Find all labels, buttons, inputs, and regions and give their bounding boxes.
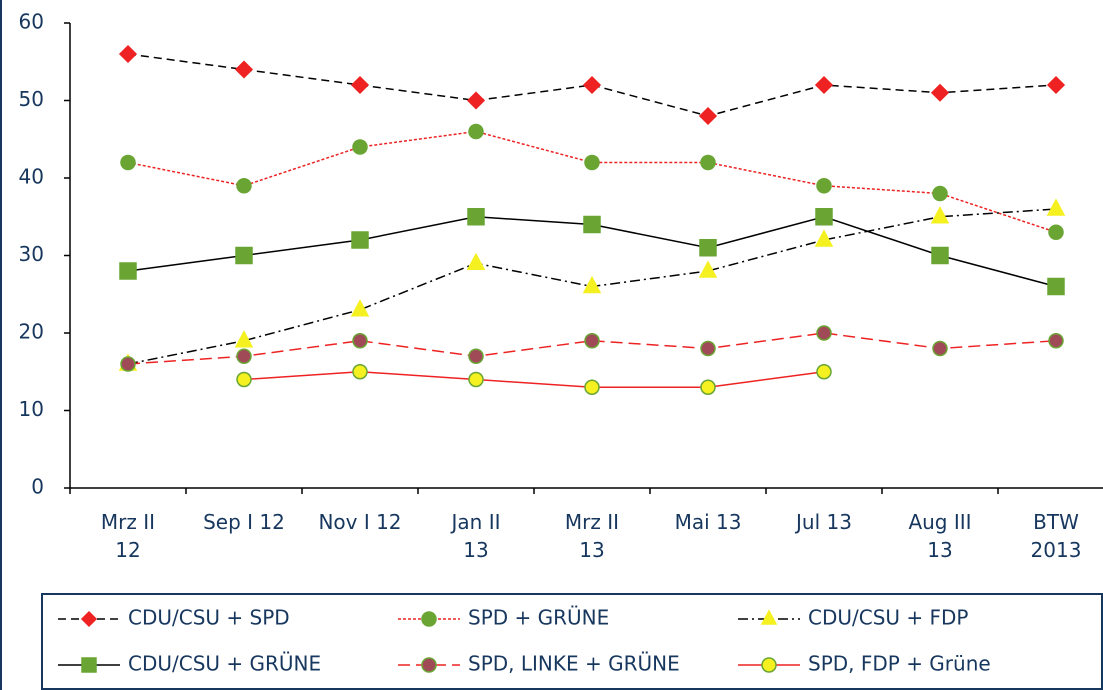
point [468,348,484,364]
point [1046,75,1066,95]
point [584,333,600,349]
point [930,83,950,102]
point [815,208,833,226]
legend-box [41,593,1103,690]
point [234,330,254,348]
y-tick-label: 30 [19,242,44,266]
point [698,106,718,126]
point [816,325,832,341]
legend-label: SPD, FDP + Grüne [808,652,991,676]
point [234,60,254,79]
point [235,246,253,265]
point [120,356,136,372]
point [236,178,252,194]
point [1047,277,1065,296]
legend-label: CDU/CSU + GRÜNE [128,652,321,676]
point [698,260,718,278]
point [468,371,484,388]
x-tick-label: Jul 13 [796,510,852,534]
x-tick-label: BTW 2013 [1030,510,1082,562]
x-tick-label: Aug III 13 [908,510,972,562]
point [120,154,136,171]
point [582,275,602,294]
point [119,262,137,280]
point [583,215,601,234]
y-tick-label: 10 [19,397,44,421]
point [699,239,717,257]
point [816,364,832,380]
legend-marker [760,609,778,625]
y-tick-label: 60 [19,10,44,34]
legend-label: CDU/CSU + SPD [128,606,290,630]
point [466,91,486,110]
y-tick-label: 0 [31,475,44,499]
point [932,340,948,357]
legend-label: CDU/CSU + FDP [808,606,968,630]
point [814,229,834,247]
point [932,185,948,202]
point [236,348,252,364]
point [467,208,485,226]
legend-marker [81,657,97,673]
y-tick-label: 40 [19,165,44,189]
point [352,333,368,349]
point [1048,333,1064,349]
x-tick-label: Sep I 12 [203,510,285,534]
point [700,379,716,395]
legend-label: SPD + GRÜNE [468,606,609,630]
legend-marker [761,657,777,673]
series-line [127,332,1057,365]
legend-marker [80,610,98,628]
point [582,75,602,95]
x-tick-label: Nov I 12 [318,510,402,534]
point [584,379,600,395]
point [351,231,369,249]
point [931,246,949,265]
point [352,139,368,155]
point [700,154,716,171]
legend-label: SPD, LINKE + GRÜNE [468,652,680,676]
point [352,364,368,380]
legend-marker [421,657,437,673]
series-line [243,370,825,388]
point [816,178,832,194]
point [118,44,138,64]
point [584,154,600,171]
point [930,206,950,224]
x-tick-label: Mai 13 [674,510,742,534]
legend-marker [421,611,437,627]
x-tick-label: Mrz II 12 [100,510,156,562]
y-tick-label: 20 [19,320,44,344]
point [236,371,252,388]
x-tick-label: Jan II 13 [451,510,501,562]
point [466,252,486,270]
point [468,123,484,140]
point [1046,198,1066,216]
point [350,75,370,95]
point [814,75,834,95]
point [1048,224,1064,240]
point [700,340,716,357]
point [350,299,370,317]
x-tick-label: Mrz II 13 [564,510,620,562]
y-tick-label: 50 [19,87,44,111]
